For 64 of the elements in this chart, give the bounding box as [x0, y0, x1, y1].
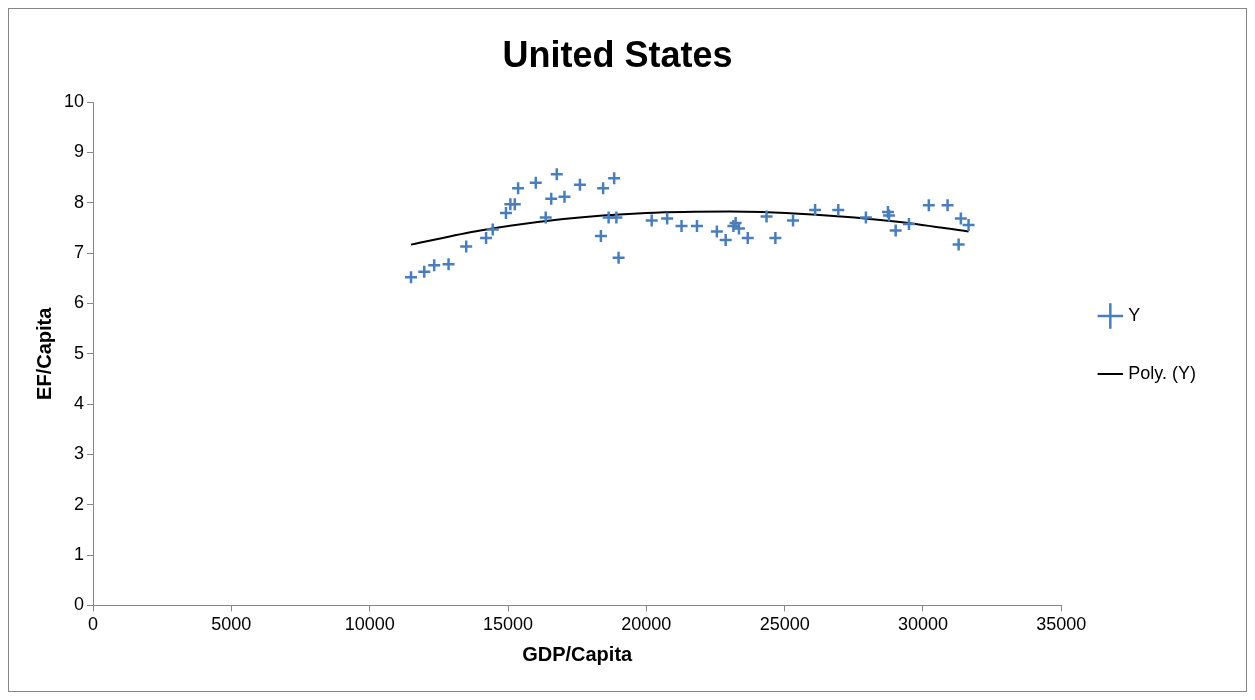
y-axis-title: EF/Capita: [32, 306, 55, 400]
point: [549, 166, 565, 182]
y-tick-label: 4: [74, 393, 85, 414]
point: [901, 216, 917, 232]
point: [888, 223, 903, 238]
x-tick-label: 20000: [621, 614, 672, 635]
point: [543, 191, 559, 207]
y-tick-label: 2: [74, 493, 85, 514]
point: [858, 210, 874, 225]
point: [674, 218, 689, 234]
point: [417, 264, 432, 280]
x-tick-label: 5000: [211, 614, 252, 635]
point: [458, 239, 474, 254]
y-tick-label: 8: [74, 191, 85, 212]
x-tick-label: 0: [88, 614, 99, 635]
y-tick-label: 1: [74, 544, 85, 565]
point: [659, 211, 675, 226]
legend-label: Poly. (Y): [1128, 362, 1197, 383]
point: [593, 228, 609, 244]
point: [921, 198, 937, 213]
y-tick-label: 3: [74, 443, 85, 464]
point: [403, 270, 419, 285]
y-tick-label: 0: [74, 594, 85, 615]
point: [595, 181, 611, 196]
point: [507, 197, 523, 212]
point: [441, 256, 456, 272]
point: [940, 198, 955, 213]
legend-label: Y: [1128, 304, 1141, 325]
point: [498, 205, 514, 221]
y-tick-label: 10: [63, 91, 85, 112]
x-axis-title: GDP/Capita: [522, 642, 634, 665]
point: [759, 209, 774, 224]
point: [881, 208, 897, 223]
point: [538, 210, 553, 225]
point: [831, 202, 846, 218]
x-tick-label: 10000: [344, 614, 395, 635]
y-tick-label: 5: [74, 342, 85, 363]
chart-title: United States: [502, 33, 733, 75]
point: [572, 177, 588, 192]
point: [426, 257, 442, 273]
point: [785, 213, 801, 228]
y-tick-label: 6: [74, 292, 85, 313]
point: [611, 250, 626, 265]
point: [740, 230, 756, 246]
point: [807, 202, 823, 218]
point: [880, 204, 896, 220]
point: [485, 222, 500, 237]
x-tick-label: 25000: [759, 614, 810, 635]
point: [510, 181, 526, 196]
point: [768, 230, 783, 246]
y-tick-label: 7: [74, 242, 85, 263]
point: [644, 213, 659, 228]
point: [609, 210, 624, 225]
x-tick-label: 35000: [1036, 614, 1087, 635]
y-tick-label: 9: [74, 141, 85, 162]
point: [689, 218, 705, 234]
point: [557, 189, 572, 205]
point: [606, 170, 622, 186]
point: [478, 230, 494, 246]
line-series: [410, 210, 970, 246]
point: [528, 175, 544, 190]
point: [951, 237, 966, 252]
x-tick-label: 15000: [482, 614, 534, 635]
x-tick-label: 30000: [897, 614, 949, 635]
